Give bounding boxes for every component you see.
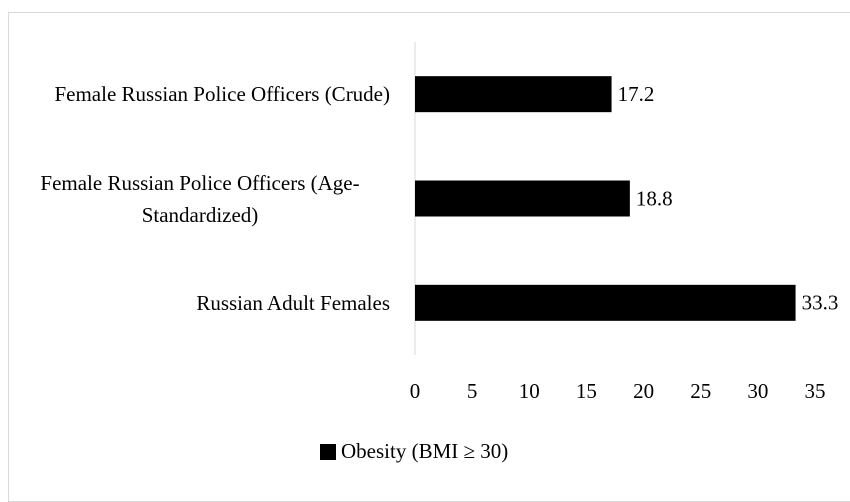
x-tick-label: 30 (747, 379, 768, 403)
data-label: 18.8 (636, 186, 673, 210)
legend-label: Obesity (BMI ≥ 30) (341, 439, 508, 463)
chart: 0 5 10 15 20 25 30 35 17.2 18.8 33.3 Obesity (BMI ≥… (320, 42, 839, 463)
legend-swatch (320, 444, 336, 460)
y-tick-label: Female Russian Police Officers (Crude) (54, 82, 390, 107)
category-label-box: Russian Adult Females (196, 263, 390, 343)
bar (415, 76, 612, 113)
y-tick-label: Russian Adult Females (196, 290, 390, 315)
bar (415, 284, 796, 321)
x-tick-label: 15 (576, 379, 597, 403)
data-label: 33.3 (802, 291, 839, 315)
category-label-box: Female Russian Police Officers (Crude) (54, 54, 390, 134)
page: 0 5 10 15 20 25 30 35 17.2 18.8 33.3 Obesity (BMI ≥… (8, 12, 850, 502)
data-label: 17.2 (618, 82, 655, 106)
bar (415, 180, 630, 217)
x-tick-label: 20 (633, 379, 654, 403)
x-tick-label: 5 (467, 379, 478, 403)
x-tick-label: 35 (805, 379, 826, 403)
y-tick-label: Female Russian Police Officers (Age-Stan… (40, 170, 360, 227)
x-tick-label: 25 (690, 379, 711, 403)
x-tick-label: 0 (410, 379, 421, 403)
x-tick-label: 10 (519, 379, 540, 403)
category-label-box: Female Russian Police Officers (Age-Stan… (10, 159, 390, 239)
